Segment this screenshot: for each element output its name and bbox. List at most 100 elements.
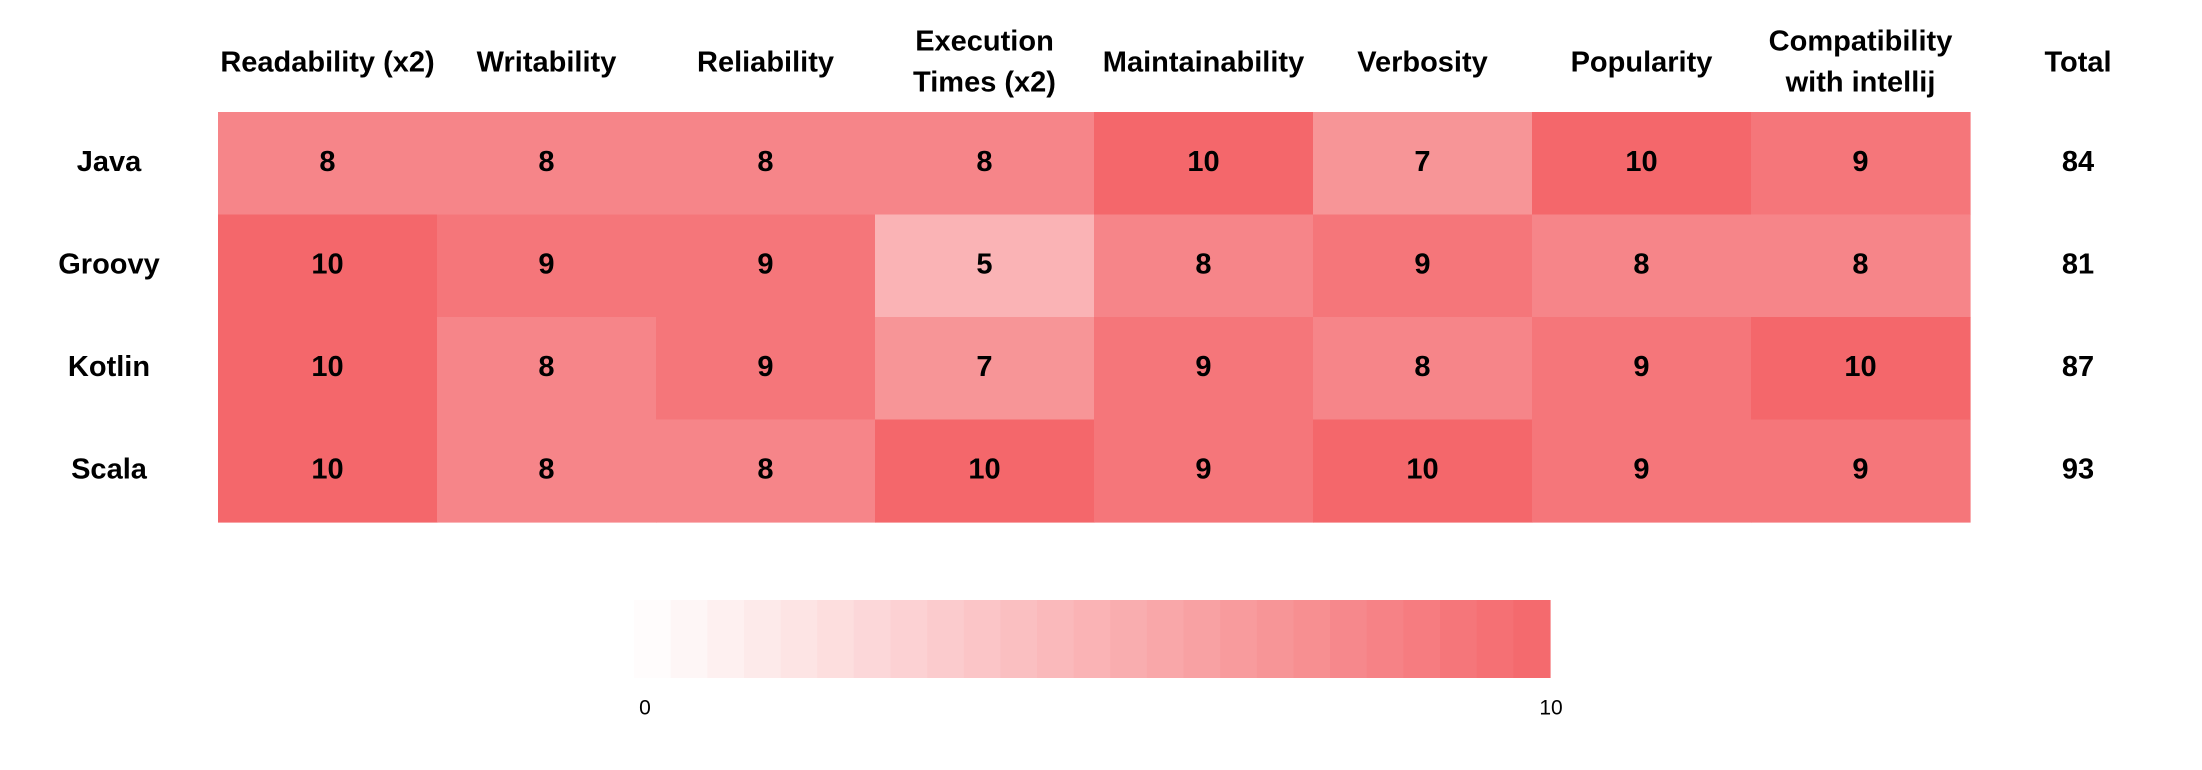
cell-value: 10 <box>1844 351 1876 383</box>
total-value: 84 <box>2062 146 2094 178</box>
heatmap-cell <box>656 112 876 216</box>
color-scale-step <box>634 600 672 678</box>
cell-value: 10 <box>311 248 343 280</box>
row-label: Scala <box>71 453 148 485</box>
cell-value: 9 <box>1852 453 1868 485</box>
color-scale-step <box>1330 600 1368 678</box>
color-scale-min-label: 0 <box>639 697 651 720</box>
color-scale-step <box>1366 600 1405 678</box>
column-header-line: Compatibility <box>1769 26 1953 58</box>
heatmap-cell <box>218 214 438 318</box>
heatmap-cell <box>1532 112 1752 216</box>
color-scale-step <box>1513 600 1551 678</box>
color-scale-step <box>670 600 708 678</box>
cell-value: 8 <box>1852 248 1868 280</box>
heatmap-cell <box>1094 317 1314 421</box>
heatmap-cell <box>1532 317 1752 421</box>
cell-value: 10 <box>311 351 343 383</box>
cell-value: 8 <box>1633 248 1649 280</box>
column-header: Reliability <box>697 47 834 79</box>
column-header: Verbosity <box>1357 47 1488 79</box>
heatmap-cell <box>437 214 657 318</box>
heatmap-cell <box>1532 419 1752 523</box>
heatmap-cell <box>1313 317 1533 421</box>
total-value: 87 <box>2062 351 2094 383</box>
column-header-line: Times (x2) <box>913 67 1056 99</box>
cell-value: 8 <box>976 146 992 178</box>
color-scale-step <box>1110 600 1148 678</box>
cell-value: 8 <box>538 351 554 383</box>
row-label: Java <box>77 146 142 178</box>
heatmap-cell <box>1313 419 1533 523</box>
color-scale-step <box>1220 600 1258 678</box>
cell-value: 8 <box>538 146 554 178</box>
cell-value: 7 <box>976 351 992 383</box>
heatmap-cell <box>218 317 438 421</box>
cell-value: 8 <box>1195 248 1211 280</box>
column-header: Writability <box>477 47 617 79</box>
column-headers: Readability (x2) Writability Reliability Ex… <box>220 26 2111 99</box>
heatmap-cell <box>1751 419 1971 523</box>
cell-value: 10 <box>1625 146 1657 178</box>
cell-value: 9 <box>757 351 773 383</box>
cell-value: 9 <box>1852 146 1868 178</box>
heatmap-cell <box>1094 214 1314 318</box>
color-scale-step <box>707 600 745 678</box>
heatmap-cell <box>1094 112 1314 216</box>
cell-value: 9 <box>538 248 554 280</box>
total-value: 81 <box>2062 248 2094 280</box>
color-scale-step <box>780 600 818 678</box>
heatmap-cell <box>875 112 1095 216</box>
cell-value: 8 <box>757 146 773 178</box>
color-scale-step <box>927 600 965 678</box>
heatmap-cell <box>1313 112 1533 216</box>
column-header-line: with intellij <box>1785 67 1936 99</box>
heatmap-cell <box>875 214 1095 318</box>
color-scale-step <box>1183 600 1221 678</box>
cell-value: 10 <box>1187 146 1219 178</box>
totals-column: 84 81 87 93 <box>2062 146 2094 486</box>
heatmap-cell <box>1751 112 1971 216</box>
heatmap-cell <box>1751 317 1971 421</box>
column-header: Maintainability <box>1103 47 1304 79</box>
cell-value: 10 <box>968 453 1000 485</box>
cell-value: 9 <box>757 248 773 280</box>
color-scale-step <box>817 600 855 678</box>
total-header: Total <box>2044 47 2111 79</box>
color-scale-step <box>1000 600 1038 678</box>
cell-value: 8 <box>1414 351 1430 383</box>
color-scale-step <box>963 600 1001 678</box>
cell-value: 8 <box>319 146 335 178</box>
cell-value: 9 <box>1195 351 1211 383</box>
heatmap-cell <box>875 419 1095 523</box>
color-scale-step <box>1476 600 1514 678</box>
color-scale-max-label: 10 <box>1539 697 1562 720</box>
color-scale-step <box>1073 600 1111 678</box>
column-header: Readability (x2) <box>220 47 434 79</box>
cell-value: 9 <box>1633 453 1649 485</box>
color-scale-step <box>1256 600 1295 678</box>
heatmap-cell <box>1313 214 1533 318</box>
row-labels: Java Groovy Kotlin Scala <box>58 146 160 486</box>
heatmap-cell <box>656 419 876 523</box>
row-label: Groovy <box>58 248 160 280</box>
color-scale-step <box>1146 600 1185 678</box>
heatmap-cell <box>218 112 438 216</box>
color-scale-step <box>1293 600 1331 678</box>
color-scale-step <box>1440 600 1478 678</box>
color-scale-step <box>853 600 892 678</box>
cell-value: 10 <box>1406 453 1438 485</box>
color-scale-legend: 0 10 <box>634 600 1563 720</box>
cell-value: 5 <box>976 248 992 280</box>
cell-value: 9 <box>1633 351 1649 383</box>
heatmap-cell <box>218 419 438 523</box>
cell-value: 7 <box>1414 146 1430 178</box>
color-scale-step <box>743 600 782 678</box>
color-scale-step <box>890 600 928 678</box>
cell-value: 9 <box>1195 453 1211 485</box>
cell-value: 8 <box>757 453 773 485</box>
heatmap-cell <box>1751 214 1971 318</box>
heatmap-cell <box>656 214 876 318</box>
color-scale-step <box>1403 600 1441 678</box>
